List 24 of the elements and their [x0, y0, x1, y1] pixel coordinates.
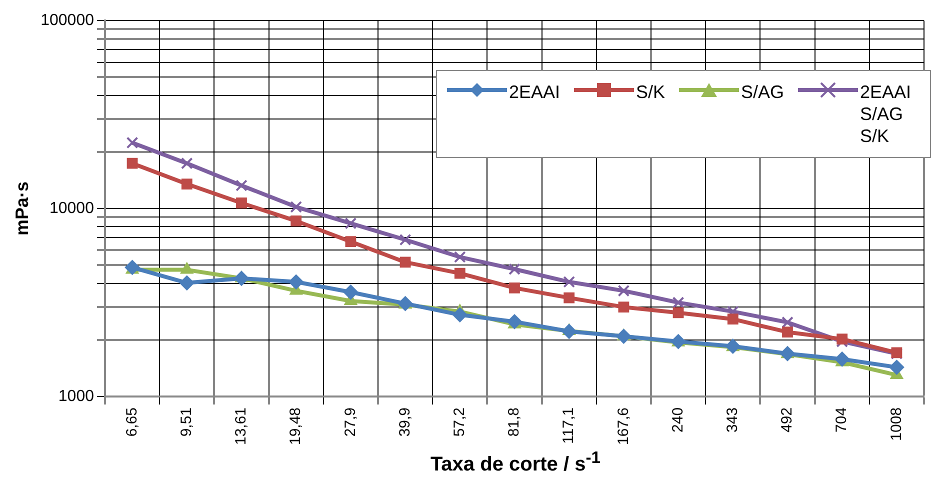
y-tick-label: 10000: [49, 200, 94, 217]
x-axis-title: Taxa de corte / s$^{-1}$: [429, 448, 602, 477]
y-tick-label: 1000: [58, 388, 94, 405]
x-tick-label: 19,48: [287, 407, 304, 446]
x-tick-label: 492: [778, 407, 796, 432]
x-tick-label: 9,51: [178, 407, 196, 437]
legend-label: S/K: [636, 81, 665, 103]
x-tick-label: 13,61: [232, 407, 250, 446]
x-tick-label: 1008: [888, 407, 905, 441]
x-tick-label: 39,9: [396, 407, 414, 437]
legend-label: 2EAAI S/AG S/K: [860, 81, 912, 147]
legend-label: S/AG: [740, 81, 784, 103]
legend-label: 2EAAI: [508, 81, 560, 103]
x-tick-label: 27,9: [342, 407, 359, 437]
y-tick-label: 100000: [40, 12, 94, 30]
x-tick-label: 704: [833, 407, 850, 432]
x-tick-label: 117,1: [560, 407, 578, 444]
x-tick-label: 81,8: [506, 407, 523, 437]
x-tick-label: 167,6: [614, 407, 632, 446]
x-tick-label: 343: [724, 407, 742, 432]
y-axis-title: mPa·s: [12, 182, 32, 236]
x-tick-label: 240: [669, 407, 686, 432]
x-tick-label: 6,65: [123, 407, 140, 437]
x-tick-label: 57,2: [451, 407, 468, 437]
